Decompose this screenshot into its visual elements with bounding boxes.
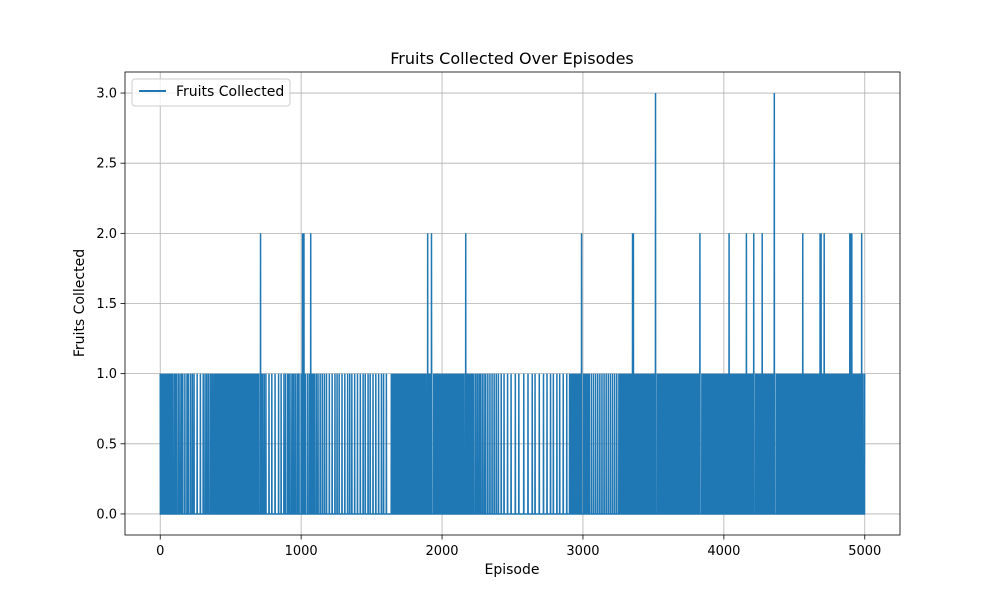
y-tick-label: 1.0 — [96, 367, 117, 382]
legend-label: Fruits Collected — [176, 84, 284, 100]
chart-title: Fruits Collected Over Episodes — [390, 49, 634, 68]
x-tick-label: 2000 — [425, 544, 458, 559]
x-tick-label: 1000 — [285, 544, 318, 559]
legend: Fruits Collected — [131, 78, 291, 107]
y-tick-label: 0.5 — [96, 437, 117, 452]
legend-box — [131, 78, 291, 107]
y-axis-label: Fruits Collected — [72, 249, 88, 357]
x-tick-label: 5000 — [848, 544, 881, 559]
y-tick-label: 2.5 — [96, 157, 117, 172]
y-tick-label: 3.0 — [96, 87, 117, 102]
data-area — [159, 93, 866, 515]
y-tick-label: 1.5 — [96, 297, 117, 312]
axes: 0 1000 2000 3000 4000 5000 0.0 0.5 1.0 1.5 2.0 2.5 3… — [96, 71, 901, 559]
y-tick-label: 2.0 — [96, 227, 117, 242]
series-line-fruits-collected — [159, 93, 866, 515]
x-axis-label: Episode — [485, 562, 540, 578]
x-tick-label: 0 — [156, 544, 164, 559]
x-tick-label: 3000 — [566, 544, 599, 559]
x-tick-label: 4000 — [707, 544, 740, 559]
y-tick-label: 0.0 — [96, 507, 117, 522]
